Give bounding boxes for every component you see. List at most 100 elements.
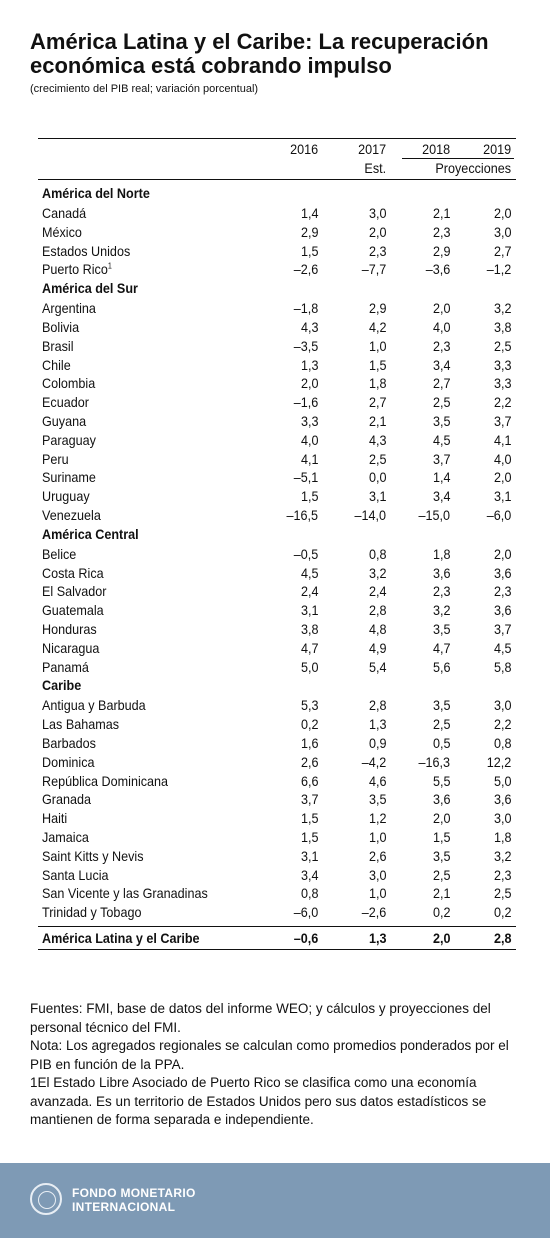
puerto-rico-note: 1El Estado Libre Asociado de Puerto Rico…: [30, 1075, 487, 1127]
country-label: Nicaragua: [42, 639, 100, 656]
value-cell: 4,6: [368, 772, 386, 789]
value-cell: 4,8: [368, 620, 386, 637]
value-cell: 2,4: [300, 583, 318, 600]
value-cell: 3,4: [432, 488, 450, 505]
country-label: Suriname: [42, 469, 96, 486]
country-name: Las Bahamas: [42, 716, 119, 732]
value-cell: 2,3: [432, 337, 450, 354]
estimate-label: Est.: [364, 160, 386, 176]
value-cell: 1,8: [432, 545, 450, 562]
region-name: América Central: [42, 525, 139, 542]
region-header: Caribe: [38, 676, 516, 696]
value-cell: 3,8: [493, 318, 511, 335]
country-label: México: [42, 223, 82, 240]
value-cell: 2,3: [493, 583, 511, 600]
projections-label: Proyecciones: [435, 160, 511, 176]
country-name: Canadá: [42, 205, 86, 221]
country-name: Dominica: [42, 754, 95, 770]
value-cell: 2,5: [432, 716, 450, 733]
value-cell: 3,6: [493, 791, 511, 808]
value-cell: 3,7: [493, 412, 511, 429]
value-cell: –4,2: [361, 753, 386, 770]
country-name: Trinidad y Tobago: [42, 904, 141, 920]
country-label: Ecuador: [42, 394, 89, 411]
table-row: Saint Kitts y Nevis 3,1 2,6 3,5 3,2: [38, 847, 516, 866]
value-cell: 12,2: [486, 753, 511, 770]
table-row: Canadá 1,4 3,0 2,1 2,0: [38, 204, 516, 223]
org-name-line1: FONDO MONETARIO: [72, 1186, 196, 1200]
value-cell: –15,0: [418, 506, 450, 523]
value-cell: 3,3: [493, 375, 511, 392]
country-name: Ecuador: [42, 394, 89, 410]
value-cell: 0,2: [493, 904, 511, 921]
table-row: Guyana 3,3 2,1 3,5 3,7: [38, 412, 516, 431]
value-cell: –1,8: [293, 300, 318, 317]
country-name: Guyana: [42, 413, 86, 429]
value-cell: 0,5: [432, 734, 450, 751]
table-row: El Salvador 2,4 2,4 2,3 2,3: [38, 582, 516, 601]
value-cell: 5,5: [432, 772, 450, 789]
table-row: Santa Lucia 3,4 3,0 2,5 2,3: [38, 866, 516, 885]
value-cell: 2,7: [432, 375, 450, 392]
table-row: México 2,9 2,0 2,3 3,0: [38, 223, 516, 242]
value-cell: 2,1: [368, 412, 386, 429]
value-cell: 3,0: [493, 223, 511, 240]
value-cell: 2,9: [300, 223, 318, 240]
value-cell: –1,6: [293, 394, 318, 411]
country-name: Estados Unidos: [42, 243, 130, 259]
value-cell: 1,3: [300, 356, 318, 373]
value-cell: 0,0: [368, 469, 386, 486]
country-label: Argentina: [42, 300, 96, 317]
value-cell: 2,6: [300, 753, 318, 770]
country-label: Barbados: [42, 734, 96, 751]
country-label: Peru: [42, 450, 69, 467]
country-label: Belice: [42, 545, 77, 562]
value-cell: 3,0: [493, 810, 511, 827]
region-header: América del Sur: [38, 279, 516, 299]
value-cell: 3,2: [493, 300, 511, 317]
total-row: América Latina y el Caribe –0,6 1,3 2,0 2,8: [38, 925, 516, 950]
year-2018-header: 2018: [421, 141, 450, 157]
country-name: Nicaragua: [42, 640, 99, 656]
value-cell: 3,7: [300, 791, 318, 808]
footer-bar: FONDO MONETARIO INTERNACIONAL: [0, 1163, 550, 1238]
value-cell: 3,5: [432, 847, 450, 864]
table-row: Las Bahamas 0,2 1,3 2,5 2,2: [38, 715, 516, 734]
projections-rule: [402, 158, 514, 159]
country-name: Venezuela: [42, 507, 101, 523]
table-header: 2016 2017 2018 2019 Est. Proyecciones: [38, 139, 516, 180]
value-cell: 3,1: [368, 488, 386, 505]
value-cell: 3,1: [300, 847, 318, 864]
region-header: América del Norte: [38, 184, 516, 204]
country-name: Panamá: [42, 659, 89, 675]
country-label: Bolivia: [42, 318, 80, 335]
value-cell: 2,5: [493, 337, 511, 354]
table-row: Ecuador –1,6 2,7 2,5 2,2: [38, 393, 516, 412]
total-value-cell: 2,0: [432, 929, 450, 946]
country-name: Argentina: [42, 300, 96, 316]
country-name: México: [42, 224, 82, 240]
table-row: Nicaragua 4,7 4,9 4,7 4,5: [38, 639, 516, 658]
country-label: Uruguay: [42, 488, 90, 505]
country-name: Haiti: [42, 810, 67, 826]
table-row: Uruguay 1,5 3,1 3,4 3,1: [38, 487, 516, 506]
table-row: Dominica 2,6 –4,2 –16,3 12,2: [38, 753, 516, 772]
year-2016-header: 2016: [289, 141, 318, 157]
country-label: Saint Kitts y Nevis: [42, 847, 144, 864]
table-row: Colombia 2,0 1,8 2,7 3,3: [38, 374, 516, 393]
country-name: Chile: [42, 357, 71, 373]
country-name: Santa Lucia: [42, 867, 109, 883]
country-name: Granada: [42, 791, 91, 807]
value-cell: 2,0: [432, 300, 450, 317]
country-label: Guatemala: [42, 602, 104, 619]
value-cell: 4,0: [432, 318, 450, 335]
value-cell: 0,9: [368, 734, 386, 751]
value-cell: 0,2: [432, 904, 450, 921]
total-value-cell: 1,3: [368, 929, 386, 946]
table-row: Trinidad y Tobago –6,0 –2,6 0,2 0,2: [38, 903, 516, 922]
value-cell: 1,3: [368, 716, 386, 733]
value-cell: 4,3: [300, 318, 318, 335]
table-row: Bolivia 4,3 4,2 4,0 3,8: [38, 318, 516, 337]
table-row: San Vicente y las Granadinas 0,8 1,0 2,1 2,5: [38, 884, 516, 903]
value-cell: 5,0: [300, 658, 318, 675]
